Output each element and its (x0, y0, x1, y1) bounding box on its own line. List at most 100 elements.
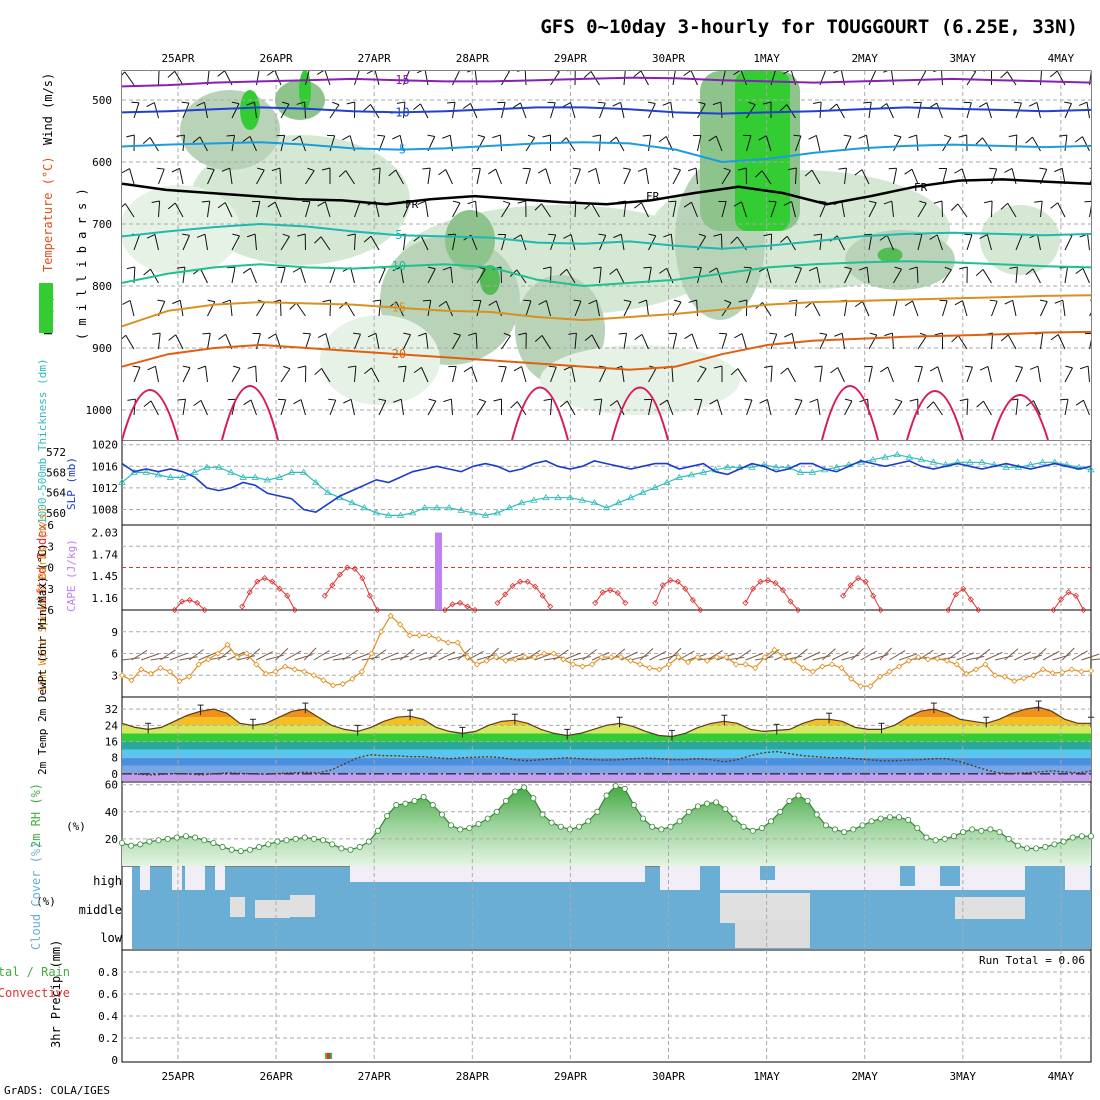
upper-air-grid (122, 71, 1091, 440)
barb-flag (763, 233, 772, 237)
cloud-cell (700, 866, 720, 890)
barb (124, 71, 135, 86)
temp-band (122, 757, 1091, 766)
barb-flag (372, 299, 381, 302)
barb-flag (328, 398, 336, 401)
barb (329, 104, 340, 119)
wind-point (243, 650, 250, 657)
li-point (1050, 606, 1057, 614)
barb-flag (972, 71, 976, 73)
barb (403, 71, 410, 86)
barb-flag (251, 69, 259, 70)
barb-10m (659, 654, 678, 661)
rh-point (164, 835, 171, 842)
li-point (524, 578, 531, 585)
thickness-point (154, 471, 163, 478)
barb-flag (733, 71, 741, 76)
wind-point (186, 673, 193, 680)
barb (599, 399, 603, 416)
rh-point (704, 800, 711, 807)
barb-flag (879, 234, 888, 241)
rh-point (246, 846, 253, 853)
barb (129, 168, 135, 185)
barb-flag (617, 69, 625, 70)
barb (280, 399, 287, 416)
thickness-slp-ticks: 560 564 568 572 1008 1012 1016 1020 (46, 439, 118, 520)
li-point (622, 599, 629, 606)
barb (868, 102, 872, 119)
barb (476, 136, 486, 152)
wind-point (560, 656, 567, 663)
ylabel-lifted-index: Lifted Index (35, 523, 49, 610)
rh-point (1014, 842, 1021, 849)
rh-point (950, 833, 957, 840)
barb-flag (1004, 168, 1013, 173)
barb-10m (898, 653, 917, 661)
barb (324, 71, 331, 86)
li-point (344, 564, 351, 571)
barb (645, 168, 649, 185)
li-point (456, 599, 464, 606)
cloud-mid-cell (255, 900, 290, 918)
barb-flag (296, 101, 305, 105)
barb (256, 302, 266, 317)
barb (917, 71, 927, 86)
barb (254, 102, 257, 119)
barb (153, 102, 159, 119)
wind-point (848, 675, 855, 682)
barb-flag (744, 398, 753, 401)
cloud-clear-cell (172, 866, 182, 890)
barb-flag (267, 71, 275, 76)
rh-point (265, 841, 272, 848)
barb-flag (338, 170, 347, 178)
wind-point (1068, 666, 1075, 673)
rh-point (649, 823, 656, 830)
warm-contour (906, 390, 964, 440)
wind-point (397, 621, 404, 628)
rh-point (210, 839, 217, 846)
rh2m-panel: 20 40 60 (%) 2m RH (%) (29, 779, 1095, 866)
rh-point (182, 833, 189, 840)
li-point (539, 592, 546, 599)
barb (570, 234, 576, 251)
barb-flag (794, 266, 802, 269)
barb-flag (642, 134, 651, 137)
barb-flag (363, 235, 372, 243)
barb (304, 101, 306, 119)
pressure-label: 1000 (86, 404, 113, 417)
temp-band (122, 773, 1091, 781)
li-point (794, 606, 802, 614)
thickness-point (239, 473, 247, 480)
barb (354, 366, 357, 383)
barb (476, 168, 481, 185)
barb-flag (182, 233, 190, 236)
barb (844, 168, 847, 185)
rh-point (667, 823, 674, 830)
rh-point (969, 826, 976, 833)
barb-flag (453, 332, 461, 336)
rh-point (448, 822, 455, 829)
barb (280, 236, 290, 251)
wind-point (569, 661, 576, 668)
rh-point (822, 822, 829, 829)
barb-flag (954, 300, 963, 306)
wind-point (1039, 666, 1047, 673)
wind-point (282, 663, 289, 670)
barb (124, 203, 135, 218)
rh-point (219, 844, 226, 851)
barb-10m (390, 655, 409, 661)
barb-flag (297, 233, 306, 237)
li-point (607, 587, 614, 594)
temp-tick: 8 (111, 752, 118, 765)
barb-flag (143, 400, 152, 408)
chart-title: GFS 0~10day 3-hourly for TOUGGOURT (6.25… (540, 16, 1078, 38)
barb-flag (730, 236, 738, 244)
barb (671, 366, 674, 383)
barb-10m (1023, 654, 1042, 661)
li-point (517, 578, 524, 585)
barb (403, 102, 406, 119)
barb (545, 168, 551, 185)
barb (697, 368, 707, 383)
precip-panel: 0 0.2 0.4 0.6 0.8 Run Total = 0.06 3hr Preci… (0, 940, 1091, 1083)
barb-flag (377, 134, 385, 137)
